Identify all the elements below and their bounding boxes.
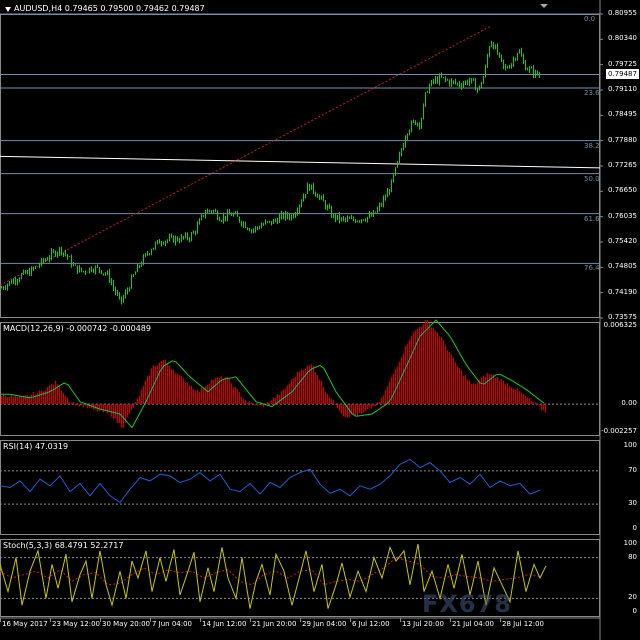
macd-signal-line [0,319,545,429]
price-axis-label: 0.77880 [608,135,637,144]
price-axis-label: 0.80340 [608,34,637,43]
fib-label-4: 61.6 [584,214,600,223]
fib-label-5: 76.4 [584,264,600,273]
time-axis-label: 6 Jul 12:00 [352,620,390,628]
time-axis-label: 23 May 12:00 [52,620,101,628]
pane-frame-rsi [0,440,600,535]
fib-label-0: 0.0 [584,15,596,23]
stoch-main-line [0,543,547,609]
fib-label-3: 50.0 [584,174,600,183]
stoch-axis-label: 20 [628,593,637,602]
price-axis-label: 0.79110 [608,85,637,93]
stoch-label: Stoch(5,3,3) 68.4791 52.2717 [3,541,124,550]
price-axis-label: 0.74190 [608,287,637,296]
stoch-signal-line [0,557,541,586]
price-axis-label: 0.80955 [608,9,637,17]
time-axis-label: 7 Jun 04:00 [152,620,193,628]
price-axis-label: 0.79725 [608,59,637,68]
stoch-axis-label: 0 [632,607,637,615]
time-axis-label: 28 Jul 12:00 [502,620,544,628]
dotted-trend-line [0,26,491,286]
menu-triangle-icon[interactable] [5,7,11,12]
price-axis-label: 0.76035 [608,211,637,220]
rsi-label: RSI(14) 47.0319 [3,442,69,451]
macd-axis-label: -0.002257 [601,427,637,435]
symbol-header: AUDUSD,H4 0.79465 0.79500 0.79462 0.7948… [14,4,205,13]
price-axis-label: 0.75420 [608,237,637,245]
horizontal-support-line [0,155,601,169]
time-axis-label: 16 May 2017 [2,620,48,628]
time-axis-label: 29 Jun 04:00 [302,620,347,628]
rsi-line [0,458,541,504]
watermark-logo: FX678 [422,590,512,618]
fib-label-1: 23.6 [584,88,600,97]
macd-axis-label: 0.00 [621,399,637,408]
rsi-axis-label: 30 [628,499,637,508]
time-axis-label: 30 May 20:00 [102,620,151,628]
price-axis-label: 0.73575 [608,313,637,321]
time-axis-label: 14 Jun 12:00 [202,620,247,628]
current-price-marker: 0.79487 [606,69,639,80]
price-axis-label: 0.78495 [608,110,637,119]
rsi-axis-label: 0 [632,524,637,532]
time-axis-label: 13 Jul 20:00 [402,620,444,628]
scroll-arrow-icon[interactable] [540,4,548,8]
price-axis-label: 0.77265 [608,161,637,169]
stoch-axis-label: 100 [623,539,637,547]
fib-label-2: 38.2 [584,141,600,150]
price-axis-label: 0.76650 [608,186,637,195]
time-axis-label: 21 Jul 04:00 [452,620,494,628]
macd-axis-label: 0.006325 [603,321,637,329]
rsi-axis-label: 100 [623,441,637,449]
macd-label: MACD(12,26,9) -0.000742 -0.000489 [3,324,151,333]
time-axis-label: 21 Jun 20:00 [252,620,297,628]
price-axis-label: 0.74805 [608,262,637,271]
rsi-axis-label: 70 [628,465,637,474]
stoch-axis-label: 80 [628,552,637,561]
